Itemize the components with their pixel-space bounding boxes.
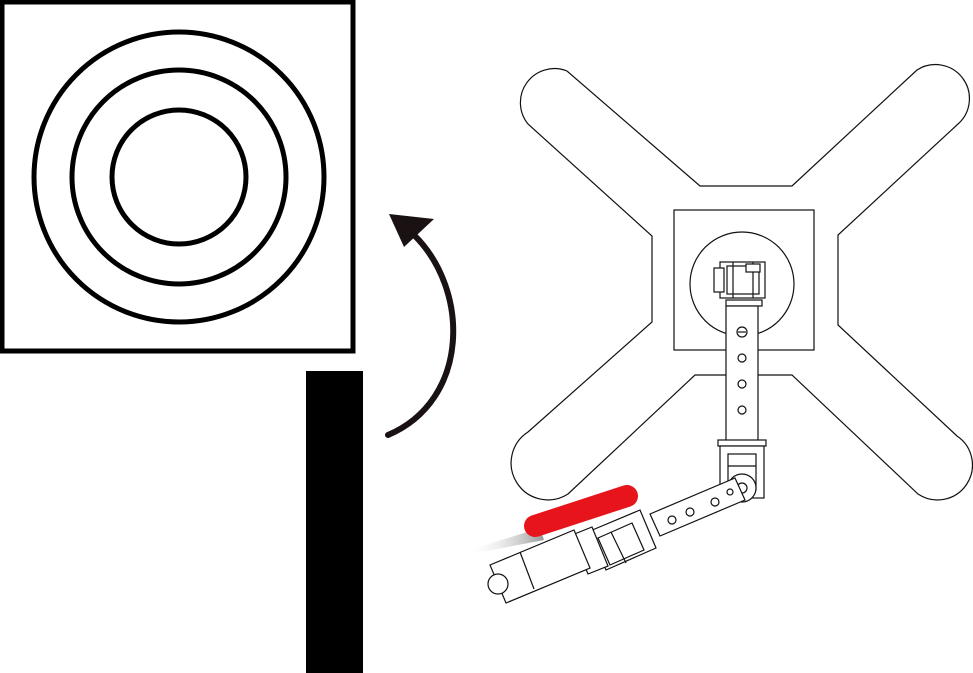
top-servo <box>713 261 766 307</box>
rotation-arrow-head <box>389 214 434 247</box>
arm-link-vertical <box>717 305 767 447</box>
arm-link-diagonal <box>649 477 746 537</box>
wall-bar <box>306 371 363 673</box>
end-effector <box>487 529 591 604</box>
target-middle-ring <box>69 67 289 287</box>
motion-trail <box>466 528 544 555</box>
wrist-servo <box>571 509 657 575</box>
target-outer-ring <box>31 29 327 325</box>
target-inner-ring <box>109 107 249 247</box>
rotation-arrow-shaft <box>385 232 457 438</box>
target-frame <box>0 0 356 354</box>
robot-icon <box>487 63 973 604</box>
rotation-arrow-icon <box>385 214 457 438</box>
target-icon <box>0 0 356 354</box>
red-highlight-pad <box>524 485 638 537</box>
